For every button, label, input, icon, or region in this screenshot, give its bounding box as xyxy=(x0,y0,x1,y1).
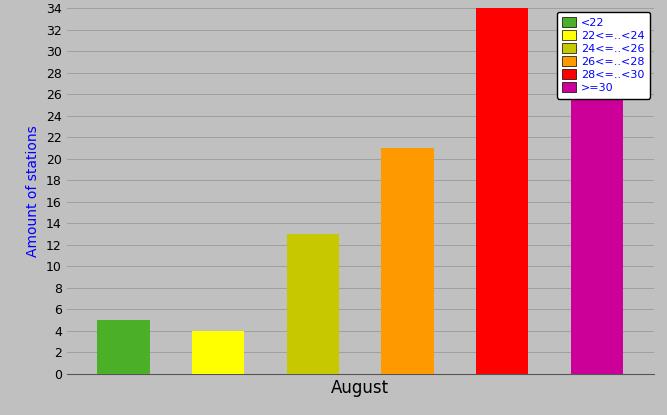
Bar xyxy=(382,148,434,374)
Legend: <22, 22<=..<24, 24<=..<26, 26<=..<28, 28<=..<30, >=30: <22, 22<=..<24, 24<=..<26, 26<=..<28, 28… xyxy=(557,12,650,98)
Y-axis label: Amount of stations: Amount of stations xyxy=(27,125,41,257)
Bar xyxy=(287,234,339,374)
Bar xyxy=(476,8,528,374)
Bar xyxy=(97,320,149,374)
Bar xyxy=(571,30,623,374)
X-axis label: August: August xyxy=(331,379,390,397)
Bar xyxy=(192,330,244,374)
